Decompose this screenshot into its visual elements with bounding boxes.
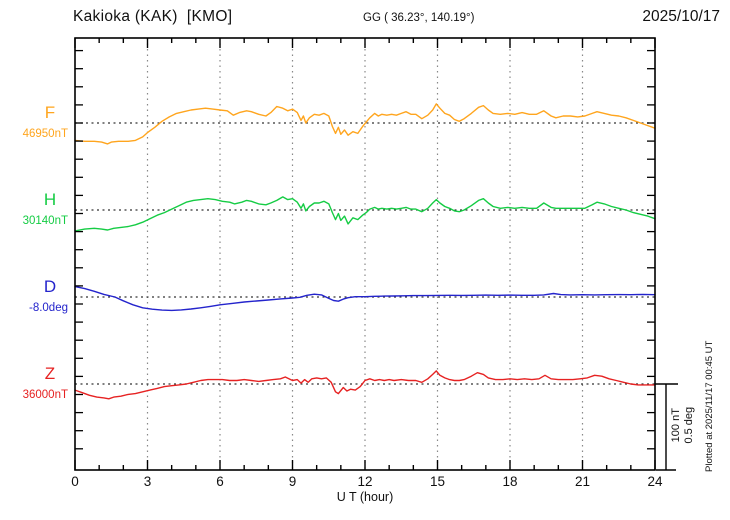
x-tick-label-6: 6	[216, 474, 224, 489]
x-tick-label-12: 12	[357, 474, 373, 489]
x-tick-label-24: 24	[647, 474, 663, 489]
channel-letter-F: F	[44, 103, 56, 122]
x-tick-label-21: 21	[574, 474, 591, 489]
observation-date: 2025/10/17	[642, 8, 720, 25]
channel-baseline-value-H: 30140nT	[22, 215, 68, 227]
x-axis-title: U T (hour)	[336, 490, 394, 504]
channel-letter-Z: Z	[44, 364, 56, 383]
x-tick-label-0: 0	[71, 474, 79, 489]
channel-baseline-value-D: -8.0deg	[28, 302, 68, 314]
channel-letter-D: D	[43, 277, 57, 296]
channel-letter-H: H	[43, 190, 57, 209]
trace-F	[74, 103, 656, 145]
station-title: Kakioka (KAK) [KMO]	[73, 8, 233, 25]
trace-Z	[74, 370, 656, 400]
channel-baseline-value-Z: 36000nT	[22, 389, 68, 401]
x-tick-label-15: 15	[429, 474, 446, 489]
plotted-at-timestamp: Plotted at 2025/11/17 00:45 UT	[704, 340, 715, 472]
x-tick-label-3: 3	[143, 474, 152, 489]
x-tick-label-9: 9	[288, 474, 297, 489]
trace-H	[74, 196, 656, 232]
channel-baseline-value-F: 46950nT	[22, 128, 68, 140]
geographic-coordinates: GG ( 36.23°, 140.19°)	[363, 12, 475, 24]
scale-bar-label: 100 nT 0.5 deg	[669, 406, 695, 444]
trace-D	[74, 285, 656, 312]
x-tick-label-18: 18	[502, 474, 518, 489]
